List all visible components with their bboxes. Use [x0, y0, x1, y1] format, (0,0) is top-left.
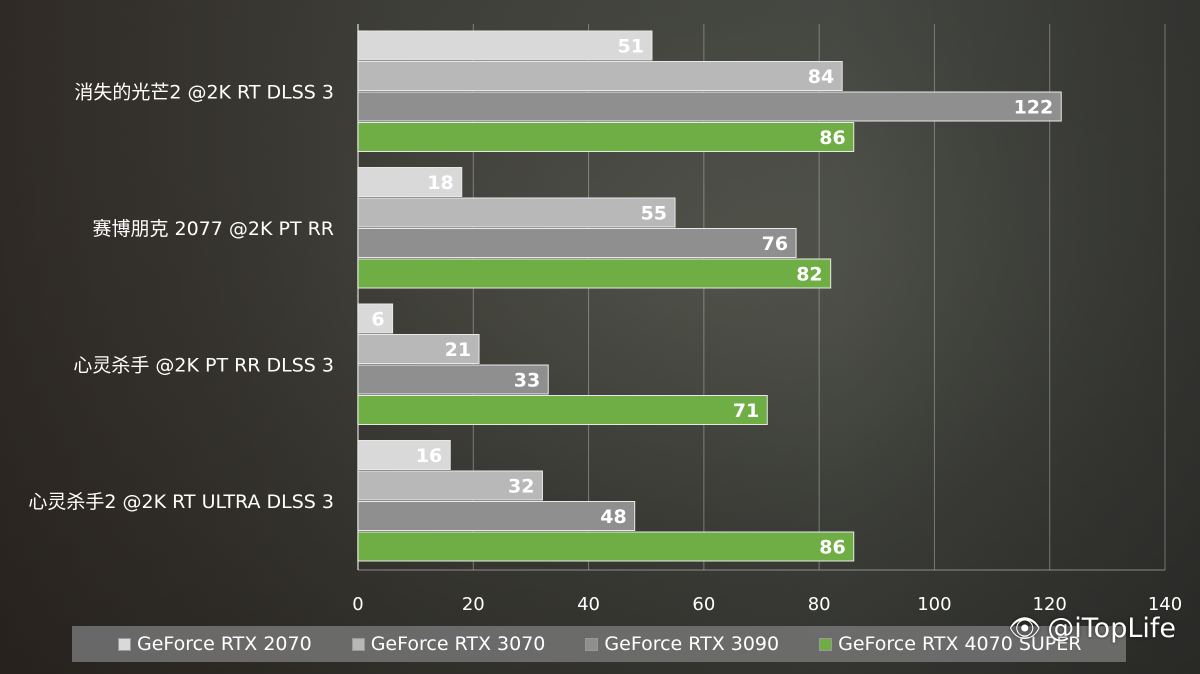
data-label: 51: [618, 36, 644, 58]
data-label: 48: [600, 506, 626, 528]
legend-item-rtx-3070: GeForce RTX 3070: [351, 633, 546, 655]
legend-item-rtx-4070-super: GeForce RTX 4070 SUPER: [819, 633, 1081, 655]
legend-swatch-rtx-2070: [118, 637, 131, 651]
data-label: 86: [819, 127, 845, 149]
bar: [357, 122, 855, 152]
data-label: 16: [416, 445, 442, 467]
bar: [357, 334, 480, 364]
bar: [357, 440, 451, 470]
data-label: 71: [733, 400, 759, 422]
x-tick-label: 20: [462, 594, 485, 615]
x-tick-label: 40: [577, 594, 600, 615]
bar: [357, 531, 855, 562]
legend-label-rtx-3070: GeForce RTX 3070: [370, 633, 546, 655]
legend-label-rtx-2070: GeForce RTX 2070: [137, 633, 312, 655]
bar: [357, 258, 832, 289]
bar: [357, 501, 636, 531]
x-tick-label: 0: [352, 594, 363, 615]
bar: [357, 61, 843, 91]
data-label: 6: [371, 309, 384, 331]
data-label: 122: [1014, 97, 1054, 119]
bar: [357, 30, 653, 61]
bar: [357, 364, 549, 395]
watermark: 👁 @iTopLife: [1008, 613, 1176, 644]
data-label: 18: [427, 172, 453, 194]
x-tick-label: 60: [692, 594, 715, 615]
category-label: 心灵杀手 @2K PT RR DLSS 3: [73, 354, 334, 376]
bar: [357, 303, 394, 334]
legend-label-rtx-3090: GeForce RTX 3090: [604, 633, 780, 655]
chart-legend: GeForce RTX 2070 GeForce RTX 3070 GeForc…: [72, 626, 1126, 662]
bar: [357, 91, 1062, 122]
x-tick-label: 100: [917, 594, 951, 615]
legend-item-rtx-2070: GeForce RTX 2070: [118, 633, 312, 655]
data-label: 84: [808, 66, 834, 88]
data-label: 33: [514, 370, 540, 392]
category-label: 消失的光芒2 @2K RT DLSS 3: [74, 81, 334, 103]
bar: [357, 395, 768, 425]
weibo-icon: 👁: [1008, 613, 1042, 644]
data-label: 55: [641, 203, 667, 225]
x-tick-label: 140: [1148, 594, 1182, 615]
legend-swatch-rtx-3090: [585, 637, 599, 651]
x-tick-label: 120: [1033, 594, 1067, 615]
x-tick-label: 80: [808, 594, 831, 615]
data-label: 82: [796, 264, 822, 286]
data-label: 21: [445, 339, 471, 361]
data-label: 86: [819, 537, 845, 559]
category-label: 心灵杀手2 @2K RT ULTRA DLSS 3: [28, 491, 334, 513]
data-label: 32: [508, 476, 534, 498]
legend-label-rtx-4070-super: GeForce RTX 4070 SUPER: [838, 633, 1082, 655]
legend-swatch-rtx-3070: [351, 637, 365, 651]
bar: [357, 470, 543, 501]
bar: [357, 228, 797, 258]
legend-swatch-rtx-4070-super: [819, 637, 833, 651]
data-label: 76: [762, 233, 788, 255]
legend-item-rtx-3090: GeForce RTX 3090: [585, 633, 779, 655]
watermark-text: @iTopLife: [1047, 613, 1176, 644]
category-label: 赛博朋克 2077 @2K PT RR: [92, 218, 334, 240]
bar: [357, 167, 463, 197]
bar: [357, 197, 676, 228]
